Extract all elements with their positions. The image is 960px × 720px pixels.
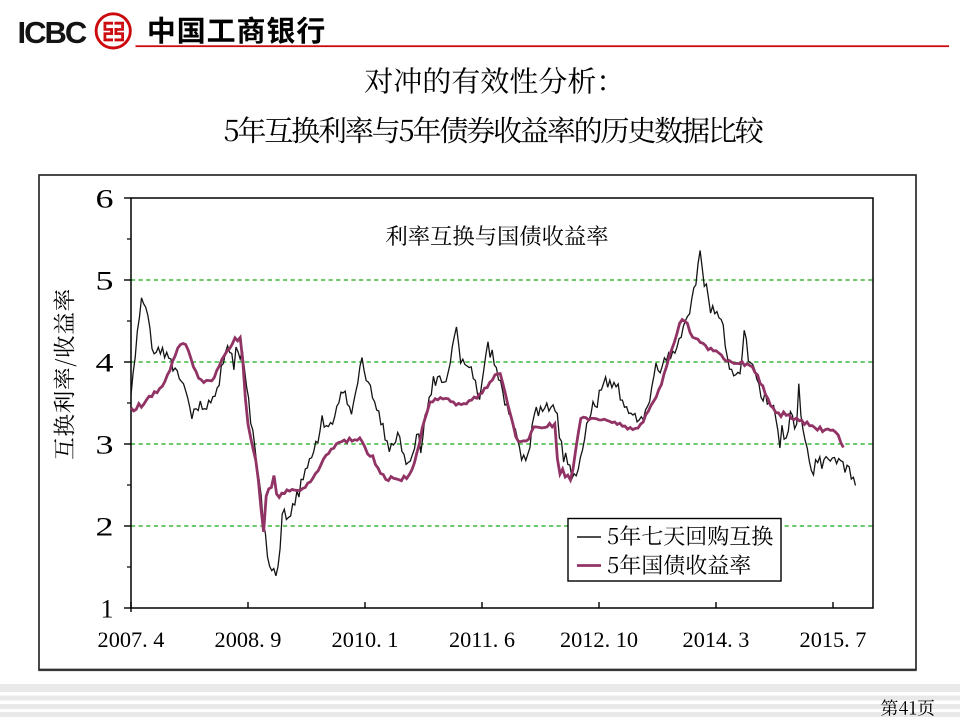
svg-text:3: 3	[96, 431, 114, 460]
svg-text:1: 1	[101, 595, 114, 624]
svg-text:4: 4	[96, 349, 114, 378]
svg-text:6: 6	[96, 185, 114, 214]
svg-text:5: 5	[96, 267, 114, 296]
svg-text:2010. 1: 2010. 1	[332, 627, 399, 652]
svg-text:2014. 3: 2014. 3	[683, 627, 750, 652]
svg-text:ICBC: ICBC	[18, 15, 87, 50]
svg-text:2007. 4: 2007. 4	[98, 627, 165, 652]
svg-text:2012. 10: 2012. 10	[560, 627, 638, 652]
svg-text:2015. 7: 2015. 7	[800, 627, 867, 652]
svg-text:2: 2	[96, 513, 114, 542]
svg-text:2011. 6: 2011. 6	[449, 627, 515, 652]
svg-text:2008. 9: 2008. 9	[215, 627, 282, 652]
